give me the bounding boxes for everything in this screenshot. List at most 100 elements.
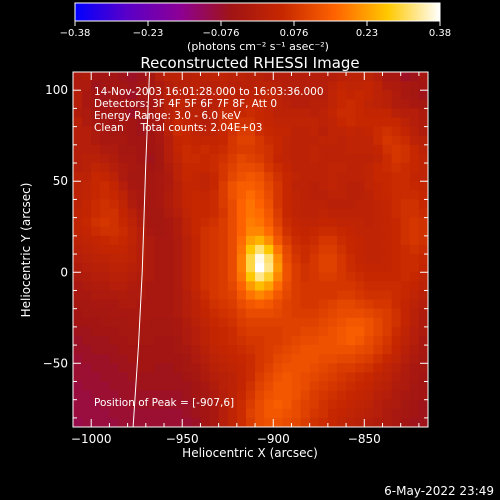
heatmap-cell <box>346 235 356 246</box>
heatmap-cell <box>136 144 147 155</box>
heatmap-cell <box>400 108 411 119</box>
heatmap-cell <box>364 81 374 91</box>
heatmap-cell <box>364 381 374 392</box>
heatmap-cell <box>373 417 384 427</box>
heatmap-cell <box>209 172 220 182</box>
heatmap-cell <box>318 317 329 328</box>
heatmap-cell <box>391 335 402 346</box>
heatmap-cell <box>245 254 256 264</box>
heatmap-cell <box>73 272 83 282</box>
heatmap-cell <box>382 126 393 137</box>
heatmap-cell <box>418 390 428 401</box>
heatmap-cell <box>73 153 83 164</box>
heatmap-cell <box>300 190 311 201</box>
heatmap-cell <box>418 217 428 228</box>
colorbar-tick-label: −0.23 <box>133 28 164 39</box>
heatmap-cell <box>336 354 347 364</box>
heatmap-cell <box>282 172 293 182</box>
heatmap-cell <box>236 144 247 155</box>
heatmap-cell <box>300 263 311 273</box>
heatmap-cell <box>355 326 365 337</box>
heatmap-cell <box>154 254 165 264</box>
heatmap-cell <box>309 172 320 182</box>
heatmap-cell <box>127 272 138 282</box>
heatmap-cell <box>355 290 365 301</box>
heatmap-cell <box>409 254 420 264</box>
heatmap-cell <box>109 72 120 82</box>
heatmap-cell <box>73 108 83 119</box>
heatmap-cell <box>355 126 365 137</box>
heatmap-cell <box>82 399 92 410</box>
heatmap-cell <box>82 390 92 401</box>
heatmap-cell <box>355 345 365 355</box>
heatmap-cell <box>100 108 111 119</box>
heatmap-cell <box>145 290 156 301</box>
heatmap-cell <box>300 244 311 255</box>
heatmap-cell <box>209 108 220 119</box>
heatmap-cell <box>145 226 156 237</box>
heatmap-cell <box>309 345 320 355</box>
heatmap-cell <box>227 226 238 237</box>
heatmap-cell <box>282 326 293 337</box>
heatmap-cell <box>400 190 411 201</box>
heatmap-cell <box>109 254 120 264</box>
heatmap-cell <box>364 290 374 301</box>
heatmap-cell <box>218 354 229 364</box>
x-tick-label: −950 <box>166 432 199 446</box>
heatmap-cell <box>336 181 347 191</box>
heatmap-cell <box>255 272 265 282</box>
heatmap-cell <box>236 244 247 255</box>
heatmap-cell <box>136 408 147 419</box>
heatmap-cell <box>218 144 229 155</box>
heatmap-cell <box>182 408 192 419</box>
heatmap-cell <box>300 390 311 401</box>
heatmap-cell <box>318 290 329 301</box>
heatmap-cell <box>327 381 338 392</box>
heatmap-cell <box>373 372 384 383</box>
heatmap-cell <box>218 381 229 392</box>
heatmap-cell <box>327 208 338 219</box>
heatmap-cell <box>300 99 311 110</box>
heatmap-cell <box>309 144 320 155</box>
heatmap-cell <box>236 363 247 373</box>
heatmap-cell <box>336 126 347 137</box>
heatmap-cell <box>300 81 311 91</box>
heatmap-cell <box>346 399 356 410</box>
heatmap-cell <box>173 354 183 364</box>
heatmap-cell <box>336 199 347 210</box>
heatmap-cell <box>109 244 120 255</box>
heatmap-cell <box>382 190 393 201</box>
heatmap-cell <box>118 263 129 273</box>
heatmap-cell <box>273 126 283 137</box>
heatmap-cell <box>118 208 129 219</box>
heatmap-cell <box>145 208 156 219</box>
heatmap-cell <box>273 81 283 91</box>
heatmap-cell <box>154 290 165 301</box>
heatmap-cell <box>227 153 238 164</box>
heatmap-cell <box>154 381 165 392</box>
heatmap-cell <box>136 226 147 237</box>
heatmap-cell <box>364 163 374 173</box>
heatmap-cell <box>300 281 311 292</box>
heatmap-cell <box>154 335 165 346</box>
heatmap-cell <box>164 372 174 383</box>
heatmap-cell <box>173 199 183 210</box>
heatmap-cell <box>109 408 120 419</box>
heatmap-cell <box>227 208 238 219</box>
heatmap-cell <box>164 153 174 164</box>
heatmap-cell <box>418 263 428 273</box>
heatmap-cell <box>282 99 293 110</box>
heatmap-cell <box>245 172 256 182</box>
heatmap-cell <box>355 135 365 146</box>
heatmap-cell <box>200 126 211 137</box>
heatmap-cell <box>227 126 238 137</box>
heatmap-cell <box>154 126 165 137</box>
heatmap-cell <box>318 99 329 110</box>
heatmap-cell <box>227 381 238 392</box>
heatmap-cell <box>373 345 384 355</box>
heatmap-cell <box>154 163 165 173</box>
heatmap-cell <box>91 308 101 319</box>
heatmap-cell <box>191 408 202 419</box>
heatmap-cell <box>391 417 402 427</box>
